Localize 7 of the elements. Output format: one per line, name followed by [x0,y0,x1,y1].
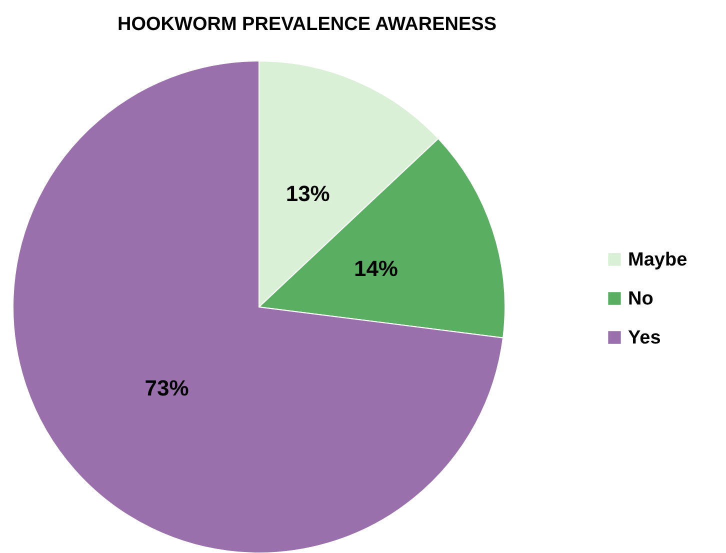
data-label: 14% [354,256,398,281]
data-label: 73% [144,375,189,400]
data-label: 13% [286,181,330,206]
chart-title: HOOKWORM PREVALENCE AWARENESS [118,14,496,35]
legend-label: Maybe [628,250,688,270]
legend-label: No [628,288,654,310]
legend-label: Yes [628,328,661,348]
